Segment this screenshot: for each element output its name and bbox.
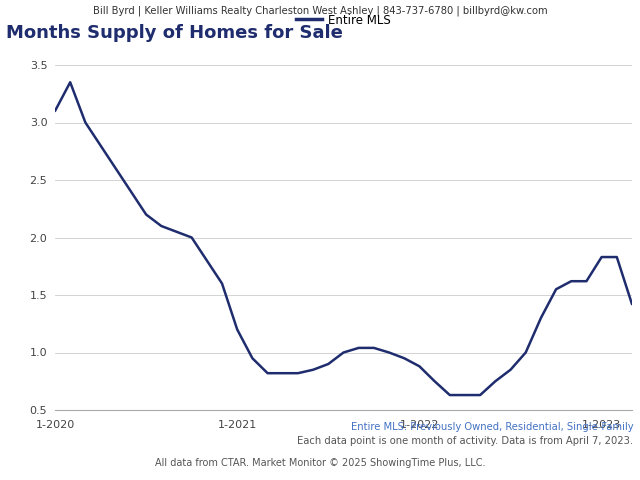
Text: Each data point is one month of activity. Data is from April 7, 2023.: Each data point is one month of activity… — [298, 436, 634, 446]
Text: Entire MLS: Previously Owned, Residential, Single-Family: Entire MLS: Previously Owned, Residentia… — [351, 422, 634, 432]
Text: Bill Byrd | Keller Williams Realty Charleston West Ashley | 843-737-6780 | billb: Bill Byrd | Keller Williams Realty Charl… — [93, 6, 547, 16]
Legend: Entire MLS: Entire MLS — [291, 9, 396, 31]
Text: All data from CTAR. Market Monitor © 2025 ShowingTime Plus, LLC.: All data from CTAR. Market Monitor © 202… — [155, 458, 485, 468]
Text: Months Supply of Homes for Sale: Months Supply of Homes for Sale — [6, 24, 343, 42]
